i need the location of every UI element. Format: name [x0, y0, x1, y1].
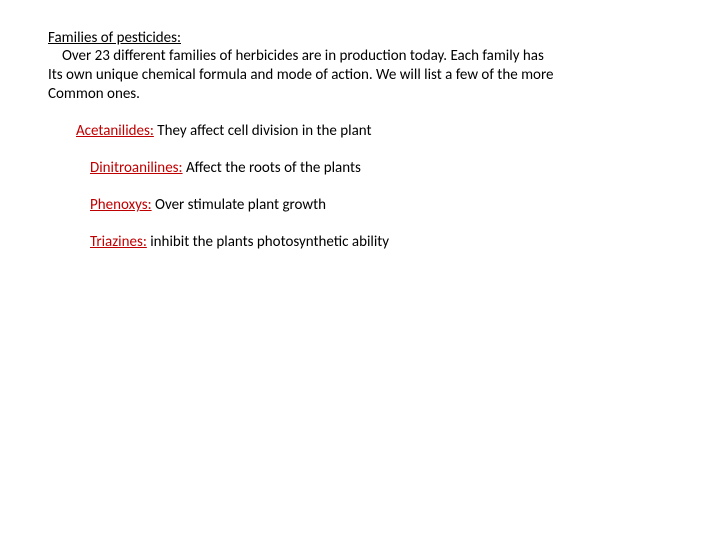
family-desc: inhibit the plants photosynthetic abilit… — [147, 233, 389, 251]
family-item-phenoxys: Phenoxys: Over stimulate plant growth — [90, 195, 680, 214]
family-desc: Over stimulate plant growth — [152, 196, 326, 214]
intro-line-2: Its own unique chemical formula and mode… — [48, 66, 680, 85]
slide-content: Families of pesticides: Over 23 differen… — [48, 28, 680, 251]
intro-heading: Families of pesticides: — [48, 29, 181, 47]
intro-heading-line: Families of pesticides: — [48, 28, 680, 47]
family-name: Triazines: — [90, 233, 147, 251]
family-item-triazines: Triazines: inhibit the plants photosynth… — [90, 232, 680, 251]
family-name: Acetanilides: — [76, 122, 154, 140]
intro-block: Families of pesticides: Over 23 differen… — [48, 28, 680, 103]
intro-line-1: Over 23 different families of herbicides… — [48, 47, 680, 66]
family-desc: Affect the roots of the plants — [183, 159, 361, 177]
family-desc: They affect cell division in the plant — [154, 122, 372, 140]
intro-line-3: Common ones. — [48, 85, 680, 104]
family-name: Dinitroanilines: — [90, 159, 183, 177]
family-item-acetanilides: Acetanilides: They affect cell division … — [76, 121, 680, 140]
family-item-dinitroanilines: Dinitroanilines: Affect the roots of the… — [90, 158, 680, 177]
family-name: Phenoxys: — [90, 196, 152, 214]
